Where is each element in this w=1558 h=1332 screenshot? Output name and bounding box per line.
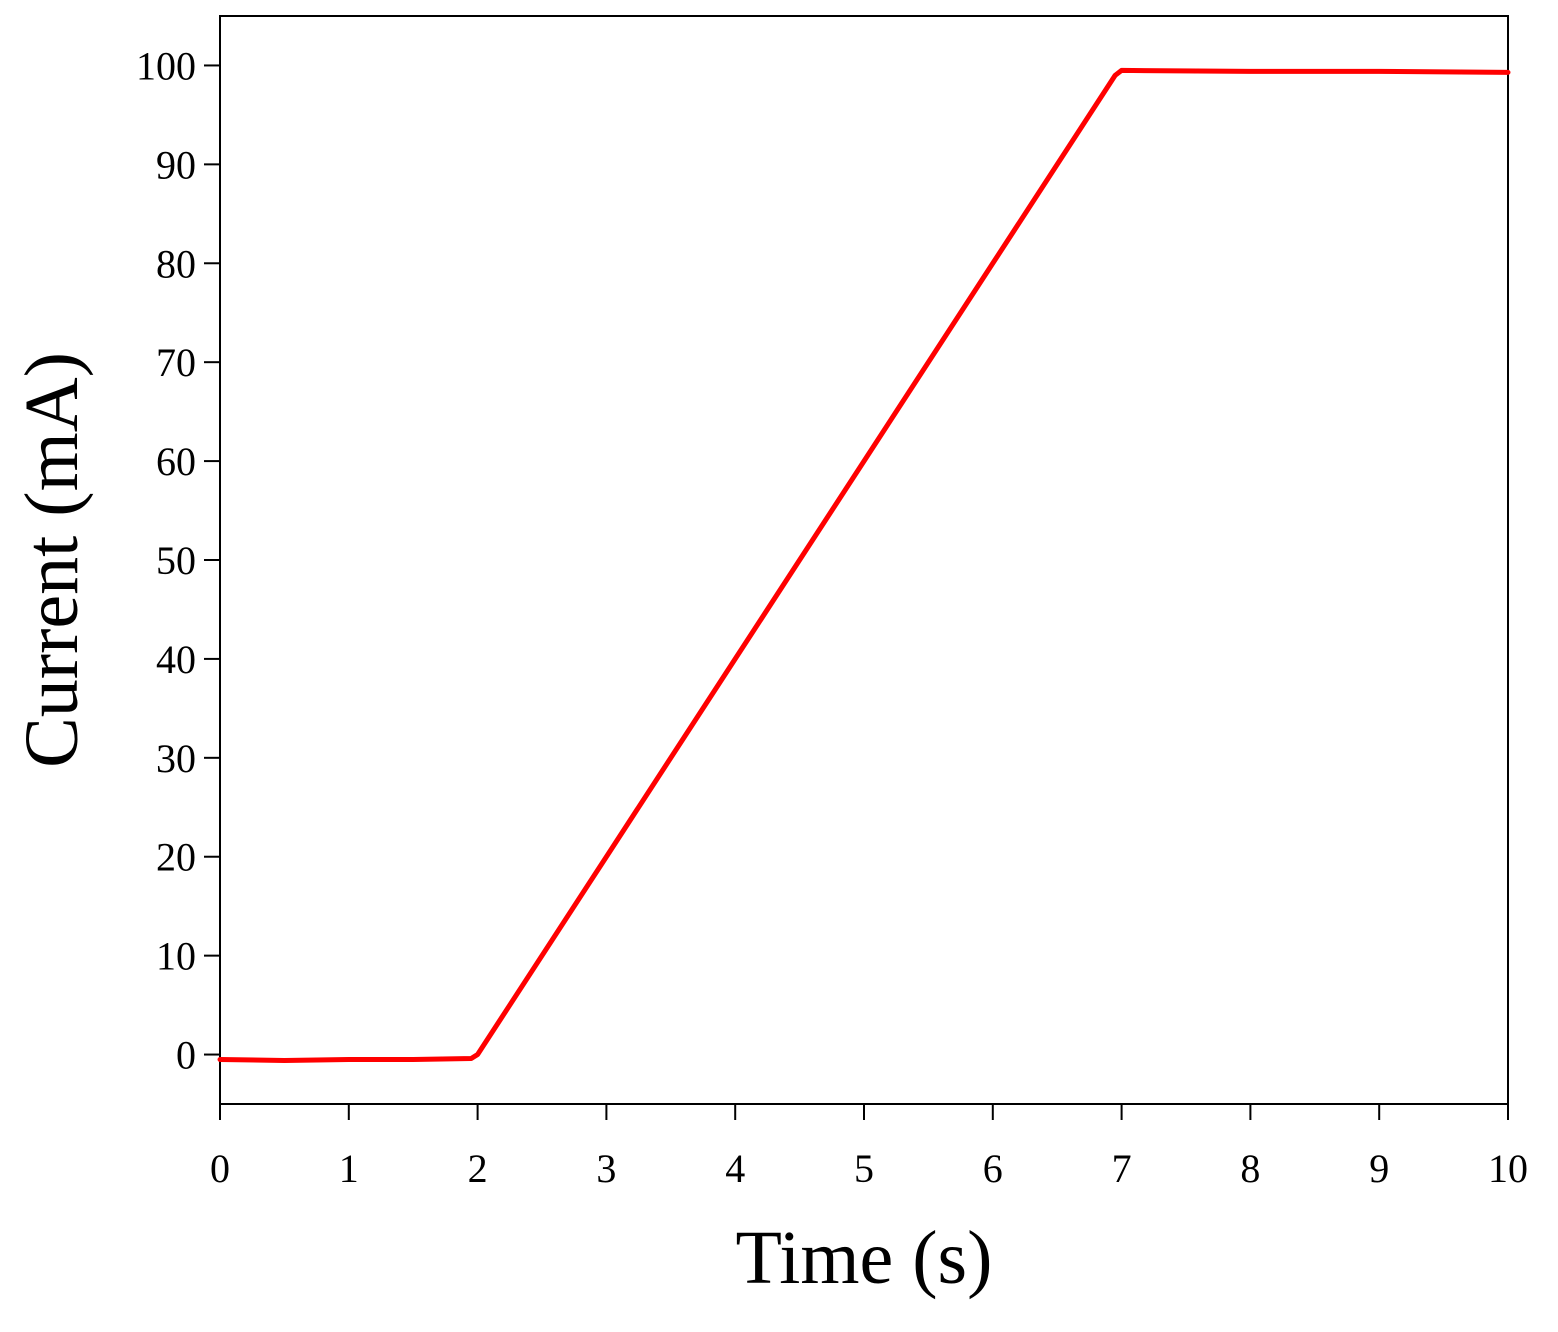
- y-axis-title: Current (mA): [10, 352, 94, 768]
- x-tick-label: 5: [854, 1146, 874, 1191]
- x-tick-label: 6: [983, 1146, 1003, 1191]
- y-tick-label: 40: [156, 637, 196, 682]
- x-axis: 0 1 2 3 4 5 6 7 8 9 10: [210, 1104, 1528, 1191]
- x-tick-label: 8: [1240, 1146, 1260, 1191]
- y-tick-label: 70: [156, 340, 196, 385]
- x-tick-label: 0: [210, 1146, 230, 1191]
- y-axis: 0 10 20 30 40 50 60 70 80 90 100: [136, 43, 220, 1078]
- y-tick-label: 30: [156, 736, 196, 781]
- series-layer: [217, 67, 1511, 1063]
- plot-frame: [219, 15, 1509, 1105]
- y-tick-label: 50: [156, 538, 196, 583]
- x-tick-label: 1: [339, 1146, 359, 1191]
- y-tick-label: 10: [156, 934, 196, 979]
- y-tick-label: 0: [176, 1033, 196, 1078]
- y-tick-label: 100: [136, 43, 196, 88]
- x-tick-label: 3: [596, 1146, 616, 1191]
- y-tick-label: 20: [156, 835, 196, 880]
- x-tick-label: 2: [468, 1146, 488, 1191]
- y-tick-label: 90: [156, 142, 196, 187]
- y-tick-label: 80: [156, 241, 196, 286]
- x-tick-label: 4: [725, 1146, 745, 1191]
- x-tick-label: 10: [1488, 1146, 1528, 1191]
- y-tick-label: 60: [156, 439, 196, 484]
- series-line: [217, 67, 1511, 1063]
- x-tick-label: 7: [1112, 1146, 1132, 1191]
- x-tick-label: 9: [1369, 1146, 1389, 1191]
- x-axis-title: Time (s): [736, 1216, 993, 1300]
